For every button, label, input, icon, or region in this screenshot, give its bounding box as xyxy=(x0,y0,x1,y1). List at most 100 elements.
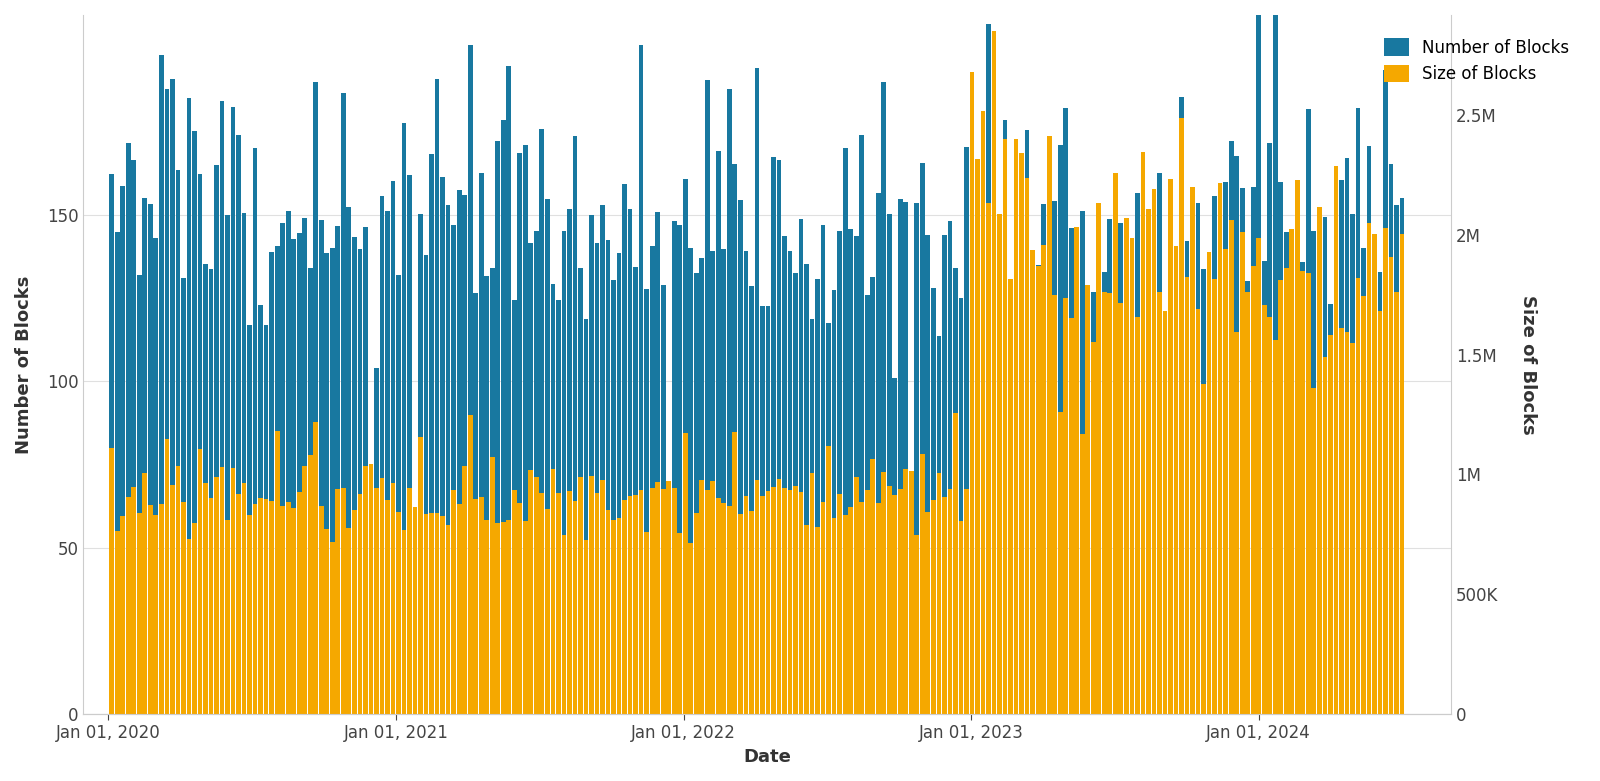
Bar xyxy=(931,501,936,714)
Bar xyxy=(379,478,384,714)
Bar xyxy=(413,671,418,714)
Bar xyxy=(429,513,434,714)
Bar xyxy=(837,231,842,714)
Legend: Number of Blocks, Size of Blocks: Number of Blocks, Size of Blocks xyxy=(1378,32,1576,90)
Bar xyxy=(645,533,650,714)
Bar xyxy=(1206,252,1211,714)
Bar xyxy=(1107,219,1112,714)
Bar xyxy=(1064,109,1069,714)
Bar xyxy=(760,496,765,714)
Bar xyxy=(528,243,533,714)
Bar xyxy=(291,239,296,714)
Bar xyxy=(165,439,170,714)
Bar xyxy=(507,520,510,714)
Bar xyxy=(886,214,891,714)
Bar xyxy=(1400,234,1405,714)
Bar xyxy=(1378,272,1382,714)
Bar xyxy=(573,501,578,714)
Bar xyxy=(462,195,467,714)
Bar xyxy=(330,248,334,714)
Bar xyxy=(1118,223,1123,714)
Bar xyxy=(634,495,638,714)
Bar xyxy=(1373,234,1378,714)
Bar xyxy=(1213,196,1218,714)
Bar xyxy=(534,230,539,714)
Bar xyxy=(915,535,918,714)
Bar xyxy=(859,135,864,714)
Bar xyxy=(1262,261,1267,714)
Bar xyxy=(374,368,379,714)
Bar xyxy=(958,521,963,714)
Bar xyxy=(920,163,925,714)
Bar xyxy=(440,177,445,714)
Bar xyxy=(634,266,638,714)
Bar xyxy=(1003,120,1008,714)
Bar xyxy=(616,254,621,714)
Bar xyxy=(1046,311,1051,714)
Bar xyxy=(1234,333,1238,714)
Bar xyxy=(1362,248,1366,714)
Bar xyxy=(1202,269,1206,714)
Bar xyxy=(406,487,411,714)
Bar xyxy=(638,45,643,714)
Bar xyxy=(1240,232,1245,714)
Bar xyxy=(765,306,770,714)
Bar xyxy=(694,513,699,714)
Bar xyxy=(584,540,589,714)
Bar xyxy=(715,498,720,714)
Bar xyxy=(269,501,274,714)
Bar xyxy=(688,248,693,714)
Bar xyxy=(1317,255,1322,714)
Bar xyxy=(546,509,550,714)
Bar xyxy=(1251,187,1256,714)
Bar xyxy=(170,485,174,714)
Bar xyxy=(131,487,136,714)
Bar xyxy=(1014,278,1019,714)
Bar xyxy=(776,160,781,714)
Bar xyxy=(485,520,490,714)
Bar xyxy=(832,291,837,714)
Bar xyxy=(1174,246,1178,714)
Bar xyxy=(726,506,731,714)
Bar xyxy=(1366,223,1371,714)
Bar xyxy=(1184,241,1189,714)
Bar xyxy=(710,251,715,714)
Bar xyxy=(942,497,947,714)
Bar xyxy=(1274,341,1278,714)
Bar xyxy=(854,477,859,714)
Bar xyxy=(1294,180,1299,714)
Bar xyxy=(456,504,461,714)
Bar xyxy=(904,469,909,714)
Bar xyxy=(1294,300,1299,714)
Bar xyxy=(1152,207,1157,714)
Bar xyxy=(638,490,643,714)
Bar xyxy=(226,520,230,714)
Bar xyxy=(578,268,582,714)
Bar xyxy=(738,514,742,714)
Bar xyxy=(1317,207,1322,714)
Bar xyxy=(1229,219,1234,714)
Bar xyxy=(363,465,368,714)
Bar xyxy=(248,325,251,714)
Bar xyxy=(325,253,330,714)
Bar xyxy=(1283,268,1288,714)
Bar xyxy=(1355,108,1360,714)
Bar xyxy=(1362,296,1366,714)
Bar xyxy=(1074,276,1078,714)
Bar xyxy=(1102,272,1107,714)
Bar xyxy=(810,473,814,714)
Bar xyxy=(656,482,661,714)
Bar xyxy=(386,501,390,714)
Y-axis label: Number of Blocks: Number of Blocks xyxy=(14,276,34,454)
Bar xyxy=(992,31,997,714)
Bar xyxy=(1256,238,1261,714)
Bar xyxy=(1290,330,1294,714)
Bar xyxy=(794,273,798,714)
Y-axis label: Size of Blocks: Size of Blocks xyxy=(1518,294,1538,434)
Bar xyxy=(490,457,494,714)
Bar xyxy=(1213,280,1218,714)
Bar xyxy=(1240,187,1245,714)
Bar xyxy=(230,107,235,714)
Bar xyxy=(936,473,941,714)
Bar xyxy=(496,523,501,714)
